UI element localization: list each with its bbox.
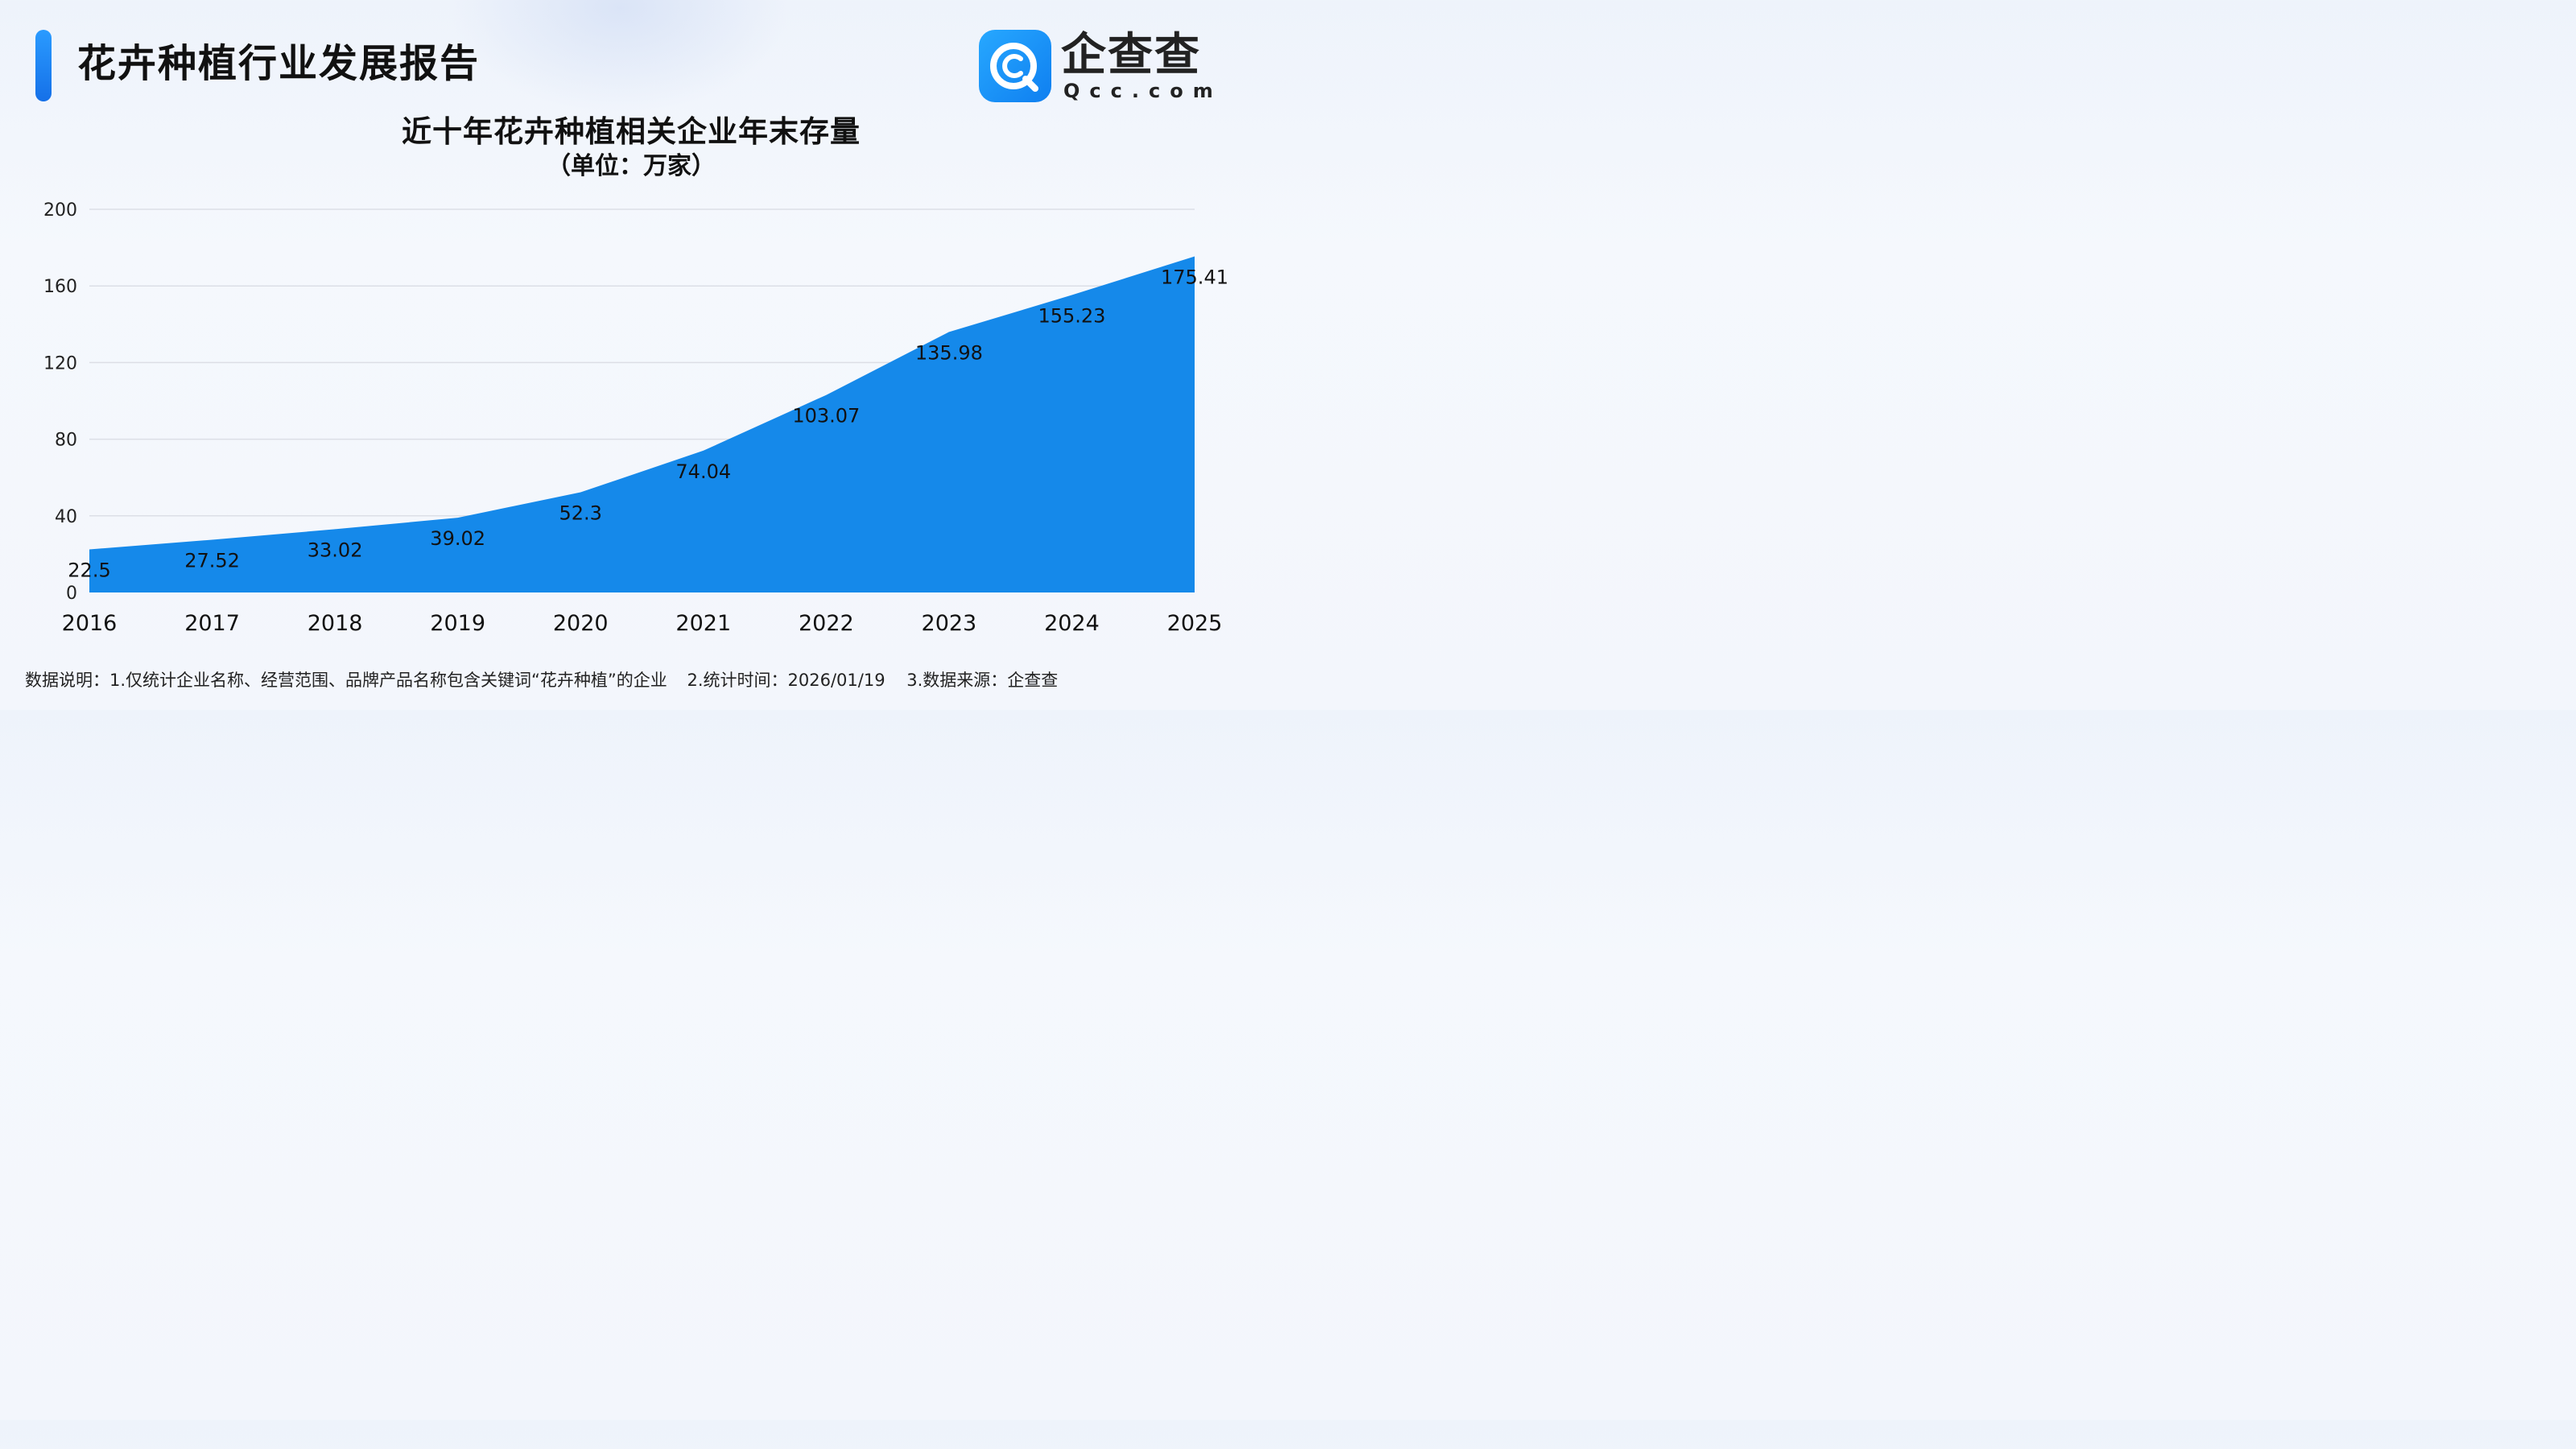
x-tick-label: 2016 [62, 611, 118, 636]
page-title: 花卉种植行业发展报告 [77, 41, 481, 86]
data-label: 33.02 [308, 539, 363, 561]
data-label: 22.5 [68, 559, 110, 581]
y-tick-label: 200 [43, 200, 77, 221]
y-tick-label: 120 [43, 353, 77, 374]
data-label: 103.07 [792, 405, 860, 427]
area-series [89, 256, 1195, 592]
title-accent-bar [35, 30, 52, 101]
y-tick-label: 80 [55, 431, 77, 451]
x-tick-label: 2025 [1167, 611, 1223, 636]
data-label: 27.52 [184, 550, 240, 572]
x-tick-label: 2019 [430, 611, 485, 636]
footnote-note-2: 2.统计时间：2026/01/19 [687, 671, 886, 690]
data-label: 39.02 [430, 527, 485, 550]
x-tick-label: 2018 [308, 611, 363, 636]
x-tick-label: 2022 [799, 611, 854, 636]
x-tick-label: 2024 [1044, 611, 1100, 636]
footnote-note-3: 3.数据来源：企查查 [906, 671, 1059, 690]
brand-domain: Qcc.com [1063, 80, 1223, 102]
footnote: 数据说明：1.仅统计企业名称、经营范围、品牌产品名称包含关键词“花卉种植”的企业… [25, 668, 1058, 692]
chart-title: 近十年花卉种植相关企业年末存量 [402, 114, 861, 149]
area-chart: 0 40 80 120 160 200 22.5 27.52 33.02 39.02 52.3 74.… [43, 200, 1228, 636]
data-label: 155.23 [1038, 305, 1105, 328]
x-tick-label: 2023 [922, 611, 977, 636]
y-tick-label: 0 [66, 584, 77, 604]
qcc-logo-icon [979, 30, 1051, 102]
data-label: 74.04 [675, 460, 731, 483]
chart-subtitle: （单位：万家） [547, 152, 716, 180]
data-label: 175.41 [1161, 266, 1228, 289]
footnote-note-1: 数据说明：1.仅统计企业名称、经营范围、品牌产品名称包含关键词“花卉种植”的企业 [25, 671, 667, 690]
y-tick-label: 160 [43, 277, 77, 297]
x-tick-label: 2021 [675, 611, 731, 636]
data-label: 135.98 [915, 341, 983, 364]
data-label: 52.3 [559, 502, 602, 525]
x-tick-label: 2020 [553, 611, 609, 636]
brand-name: 企查查 [1061, 29, 1201, 81]
x-tick-label: 2017 [184, 611, 240, 636]
y-tick-label: 40 [55, 507, 77, 527]
